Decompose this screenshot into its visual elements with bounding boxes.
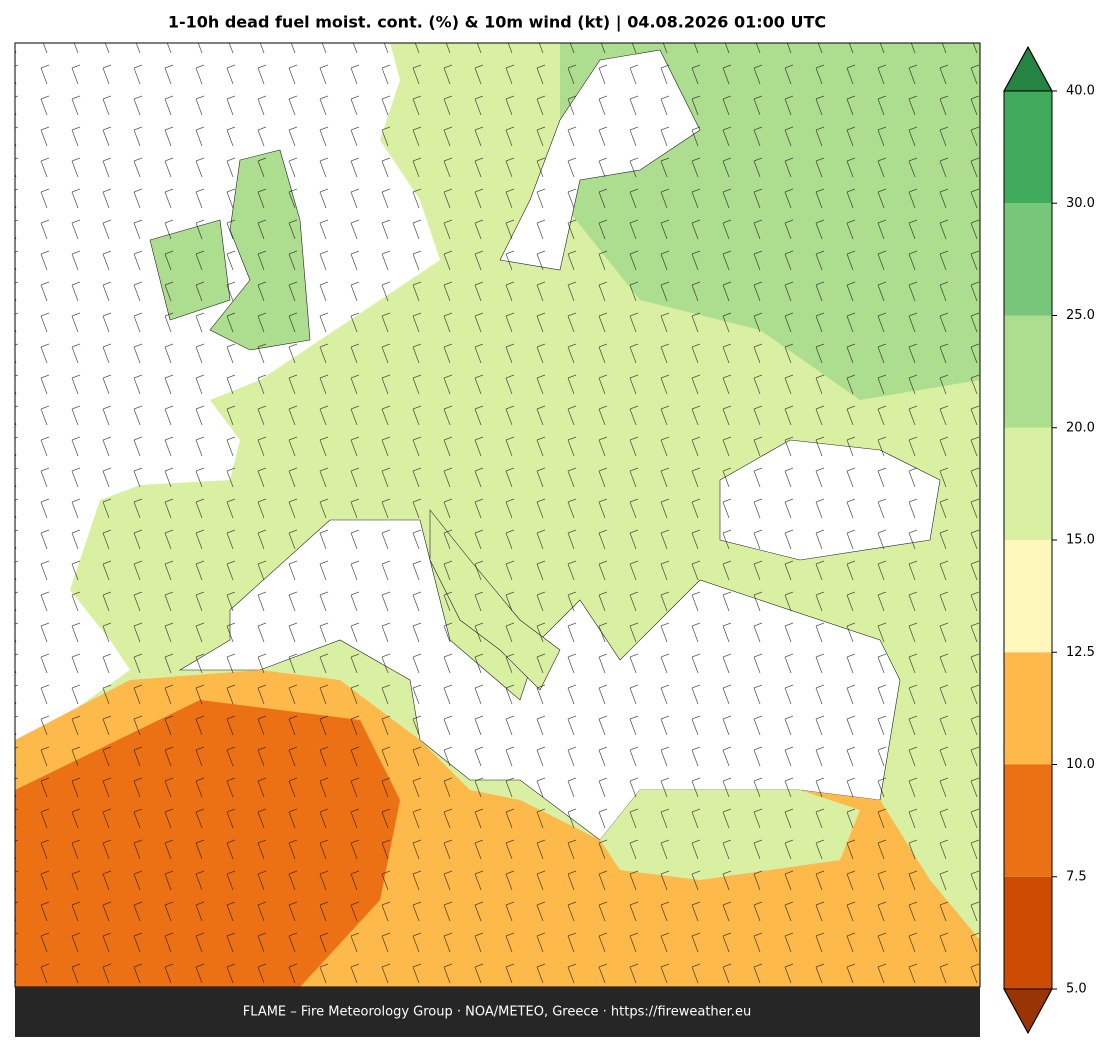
colorbar-tick-label: 30.0 <box>1066 196 1095 211</box>
colorbar-segment <box>1004 427 1052 540</box>
footer-bar <box>15 987 980 1037</box>
colorbar-extend-under <box>1003 988 1053 1035</box>
colorbar-segment <box>1004 203 1052 316</box>
colorbar-segment <box>1004 91 1052 204</box>
title: 1-10h dead fuel moist. cont. (%) & 10m w… <box>168 13 826 33</box>
footer: FLAME – Fire Meteorology Group · NOA/MET… <box>243 1005 751 1020</box>
colorbar-segment <box>1004 652 1052 765</box>
colorbar-segment <box>1004 540 1052 653</box>
colorbar-tick-label: 7.5 <box>1066 869 1087 884</box>
colorbar-extend-over <box>1003 45 1053 92</box>
colorbar-segment <box>1004 764 1052 877</box>
colorbar-tick-label: 20.0 <box>1066 420 1095 435</box>
colorbar-tick-label: 12.5 <box>1066 645 1095 660</box>
colorbar-tick-label: 5.0 <box>1066 982 1087 997</box>
map <box>15 43 980 987</box>
colorbar-tick-label: 25.0 <box>1066 308 1095 323</box>
colorbar-tick-label: 15.0 <box>1066 533 1095 548</box>
colorbar-segment <box>1004 876 1052 989</box>
colorbar-tick-label: 10.0 <box>1066 757 1095 772</box>
wind-barbs <box>15 43 980 987</box>
colorbar-segment <box>1004 315 1052 428</box>
colorbar: 5.0 7.5 10.0 12.5 15.0 20.0 25.0 30.0 40.0 <box>1003 45 1095 1035</box>
colorbar-tick-label: 40.0 <box>1066 84 1095 99</box>
